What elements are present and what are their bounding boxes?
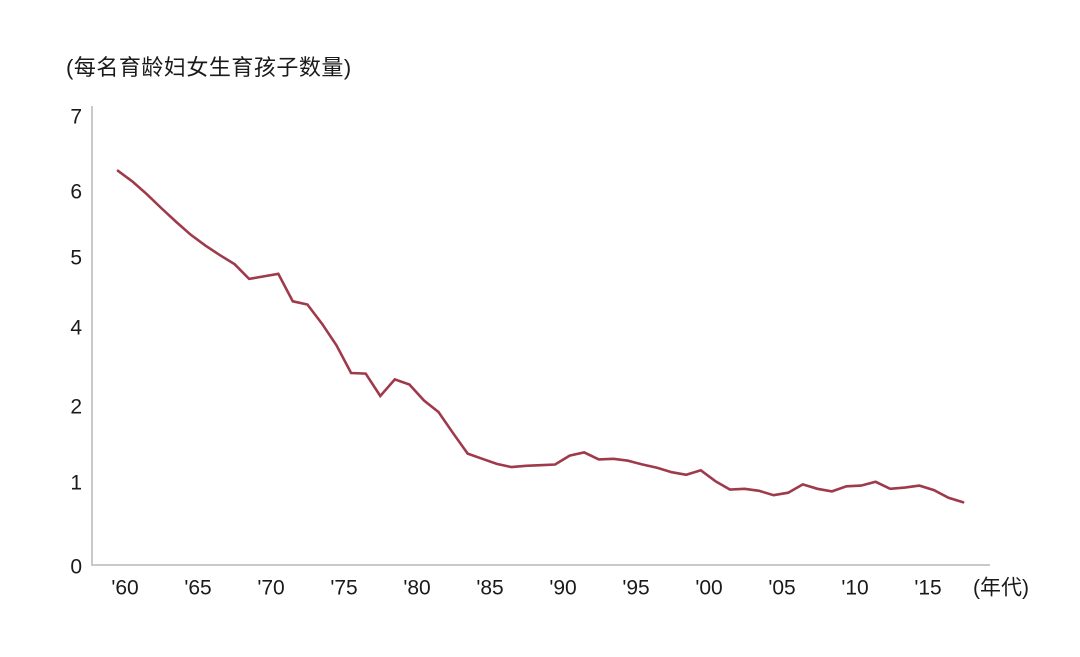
y-axis-tick-labels: 0 1 2 4 5 6 7: [70, 106, 82, 579]
x-tick-label: '05: [768, 577, 795, 600]
x-tick-label: '70: [257, 577, 284, 600]
x-tick-label: '95: [622, 577, 649, 600]
x-tick-label: '80: [403, 577, 430, 600]
x-tick-label: '60: [111, 577, 138, 600]
y-tick-label: 6: [70, 181, 82, 204]
y-tick-label: 2: [70, 396, 82, 419]
y-tick-label: 4: [70, 317, 82, 340]
x-tick-label: '85: [476, 577, 503, 600]
x-tick-label: '90: [549, 577, 576, 600]
chart-title: (每名育龄妇女生育孩子数量): [66, 55, 352, 80]
fertility-rate-line: [116, 169, 965, 504]
x-tick-label: '10: [841, 577, 868, 600]
x-tick-label: '65: [184, 577, 211, 600]
y-tick-label: 1: [70, 472, 82, 495]
x-tick-label: '00: [695, 577, 722, 600]
y-tick-label: 5: [70, 247, 82, 270]
y-tick-label: 0: [70, 556, 82, 579]
y-tick-label: 7: [70, 106, 82, 129]
x-axis-tick-labels: '60 '65 '70 '75 '80 '85 '90 '95 '00 '05 '10 '15: [111, 577, 941, 600]
x-tick-label: '15: [914, 577, 941, 600]
x-tick-label: '75: [330, 577, 357, 600]
x-axis-unit-label: (年代): [973, 577, 1029, 600]
